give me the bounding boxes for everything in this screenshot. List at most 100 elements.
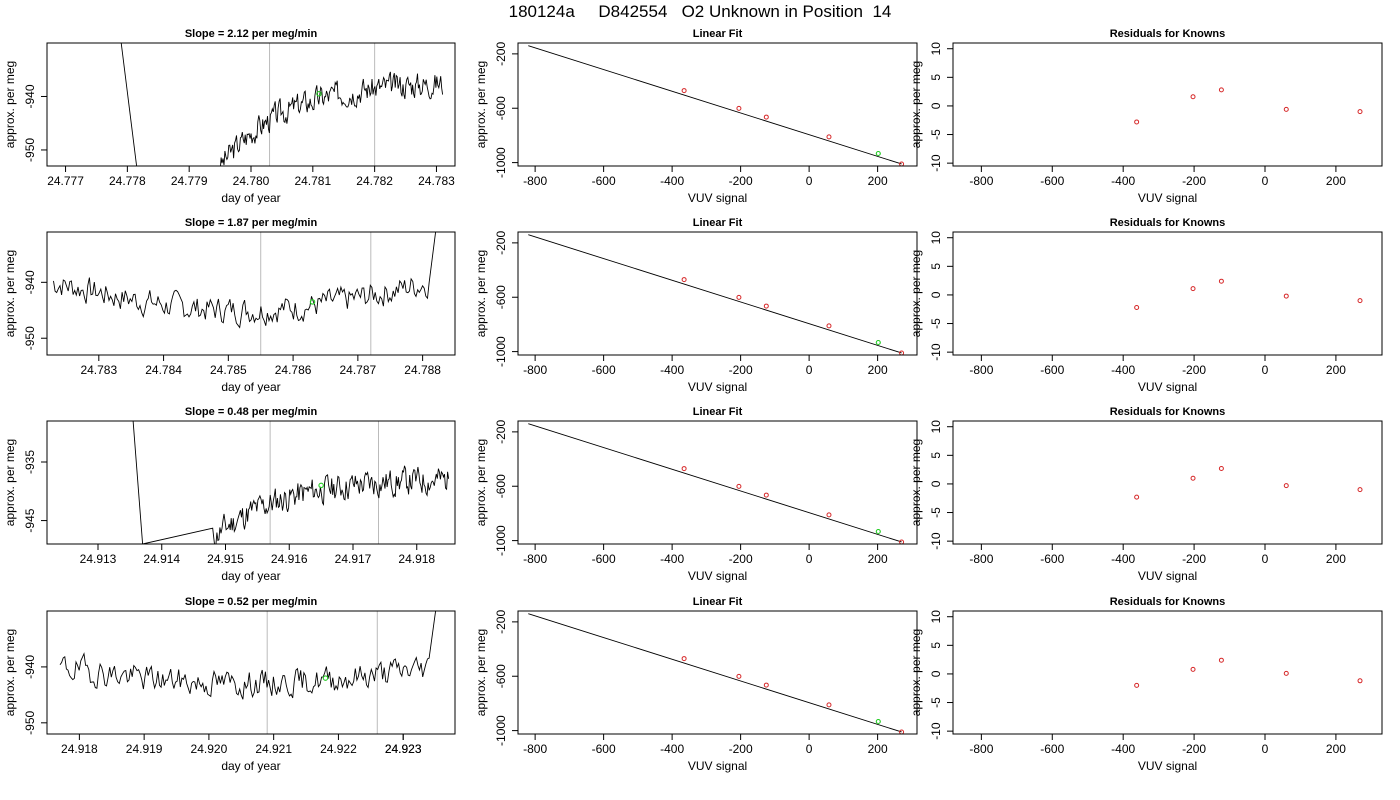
time-series-trace [59,611,437,700]
x-tick-label: -400 [660,363,684,377]
y-tick-label: -600 [494,96,508,120]
x-tick-label: 24.915 [207,552,244,566]
y-tick-label: -600 [494,285,508,309]
residual-point [1357,678,1363,684]
y-tick-label: 10 [929,231,943,245]
y-tick-label: -950 [23,138,37,162]
known-standard-point [826,702,832,708]
x-tick-label: 24.783 [80,363,117,377]
x-tick-label: 200 [1326,363,1346,377]
plot-title: Residuals for Knowns [1110,406,1226,418]
x-tick-label: -200 [1182,742,1206,756]
y-tick-label: 10 [929,610,943,624]
x-tick-label: 0 [1262,174,1269,188]
plot-title: Linear Fit [693,217,743,229]
y-axis-label: approx. per meg [909,61,923,148]
y-tick-label: -1000 [494,147,508,178]
plot-title: Linear Fit [693,28,743,40]
plot-frame [46,231,456,356]
x-tick-label: 24.920 [191,742,228,756]
x-tick-label: 24.918 [398,552,435,566]
x-tick-label: 24.786 [275,363,312,377]
x-axis-label: VUV signal [688,759,747,773]
x-tick-label: 24.787 [340,363,377,377]
y-tick-label: 5 [929,263,943,270]
y-tick-label: -200 [494,420,508,444]
x-tick-label: -800 [969,742,993,756]
known-standard-point [736,483,742,489]
plot-frame [517,231,918,356]
x-tick-label: -600 [592,742,616,756]
y-tick-label: 0 [929,102,943,109]
y-axis-label: approx. per meg [474,439,488,526]
x-tick-label: 24.783 [418,174,455,188]
x-tick-label: 24.923 [385,742,422,756]
x-tick-label: -400 [1111,552,1135,566]
x-tick-label: 24.918 [61,742,98,756]
x-tick-label: 24.922 [320,742,357,756]
y-axis-label: approx. per meg [909,250,923,337]
x-tick-label: 24.781 [294,174,331,188]
residual-point [1218,87,1224,93]
x-tick-label: -800 [969,552,993,566]
x-tick-label: -200 [729,552,753,566]
plot-title: Residuals for Knowns [1110,217,1226,229]
y-axis-label: approx. per meg [3,629,17,716]
time-series-trace [53,232,437,329]
unknown-sample-point [318,482,324,489]
x-tick-label: -600 [592,363,616,377]
x-tick-label: 24.788 [404,363,441,377]
plot-frame [952,231,1383,356]
x-axis-label: VUV signal [1138,569,1197,583]
plot-frame [46,420,456,545]
y-tick-label: 5 [929,74,943,81]
y-tick-label: -600 [494,664,508,688]
x-tick-label: 24.923 [385,742,422,756]
unknown-sample-point [875,528,881,535]
unknown-sample-point [316,91,322,97]
plot-frame [952,610,1383,735]
y-tick-label: -10 [929,154,943,172]
x-tick-label: 24.777 [47,174,84,188]
x-axis-label: day of year [221,191,280,205]
residual-point [1134,682,1140,688]
x-tick-label: 24.779 [171,174,208,188]
x-tick-label: -200 [729,174,753,188]
residual-point [1218,278,1224,284]
known-standard-point [763,492,769,498]
y-axis-label: approx. per meg [909,439,923,526]
residual-point [1134,494,1140,500]
y-tick-label: -935 [23,450,37,474]
residual-point [1134,305,1140,311]
plot-title: Residuals for Knowns [1110,596,1226,608]
y-tick-label: 0 [929,480,943,487]
y-tick-label: 10 [929,420,943,434]
y-tick-label: -945 [23,508,37,532]
residual-point [1357,298,1363,304]
y-tick-label: -10 [929,722,943,740]
x-tick-label: 200 [868,552,888,566]
x-tick-label: 24.785 [210,363,247,377]
y-tick-label: -10 [929,532,943,550]
y-tick-label: -1000 [494,336,508,367]
known-standard-point [736,673,742,679]
plot-title: Slope = 0.48 per meg/min [185,406,318,418]
x-axis-label: VUV signal [688,569,747,583]
fit-line [528,613,902,733]
x-tick-label: -200 [1182,552,1206,566]
y-tick-label: 5 [929,452,943,459]
x-tick-label: 0 [1262,742,1269,756]
known-standard-point [681,277,687,283]
plot-title: Linear Fit [693,406,743,418]
residual-point [1283,106,1289,112]
x-tick-label: -600 [1040,742,1064,756]
x-tick-label: 200 [1326,174,1346,188]
plot-title: Slope = 1.87 per meg/min [185,217,318,229]
x-tick-label: -600 [592,552,616,566]
x-tick-label: 24.914 [143,552,180,566]
x-axis-label: VUV signal [688,380,747,394]
x-tick-label: -200 [729,363,753,377]
unknown-sample-point [322,675,329,681]
x-tick-label: -200 [729,742,753,756]
